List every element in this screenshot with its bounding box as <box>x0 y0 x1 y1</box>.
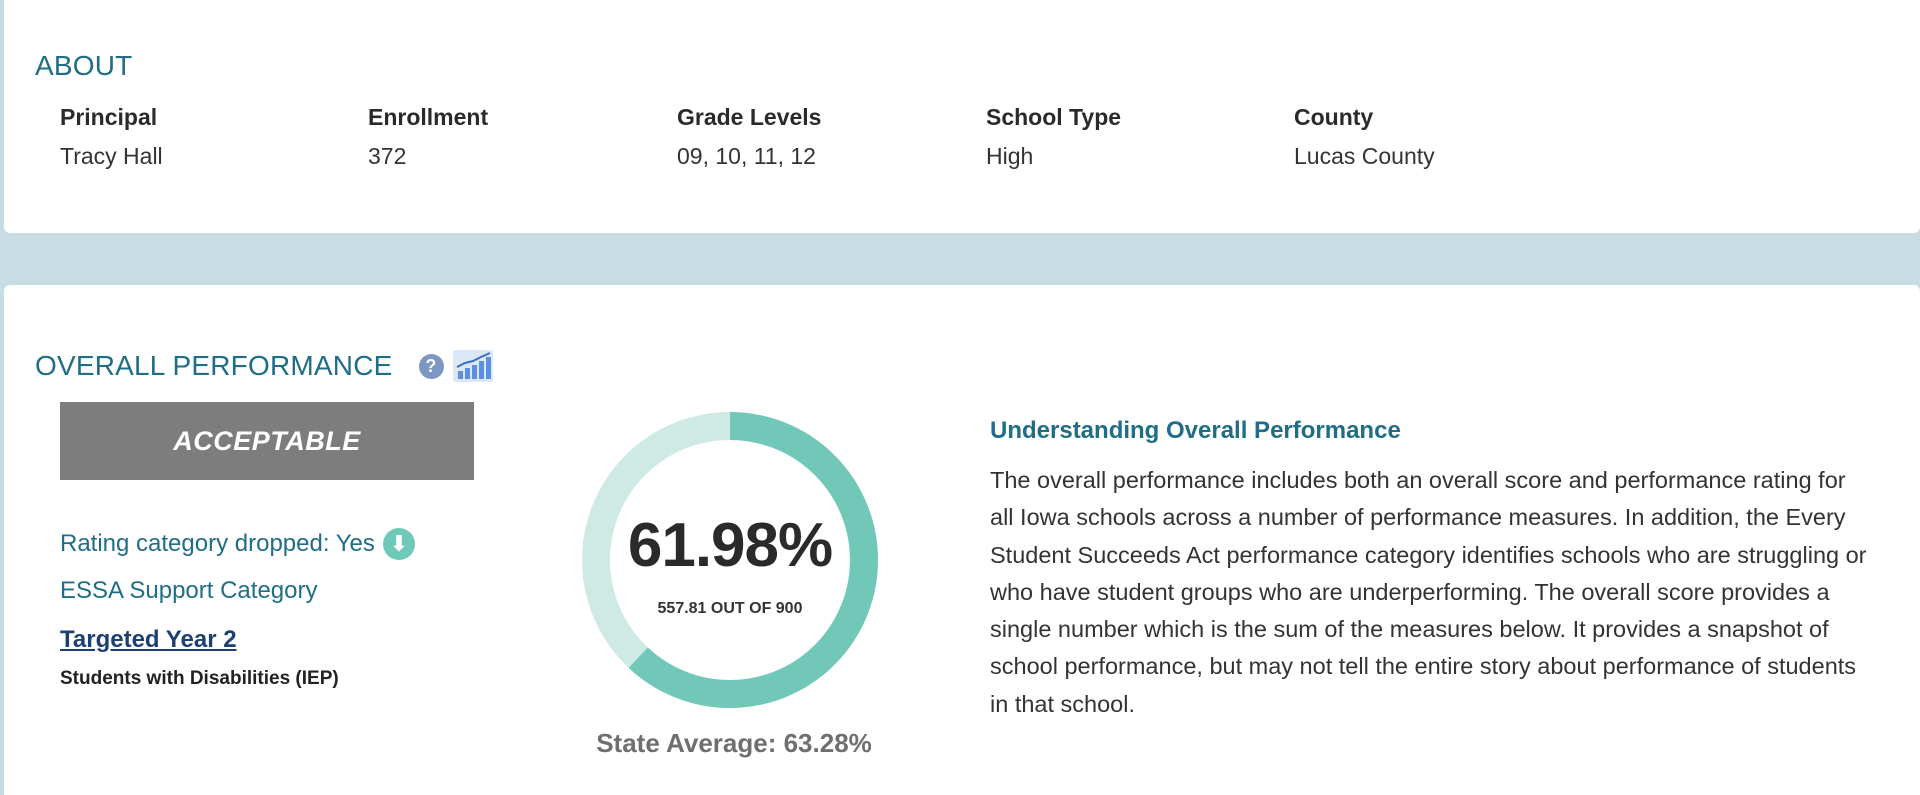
about-label: School Type <box>986 104 1122 130</box>
essa-category-link[interactable]: Targeted Year 2 <box>60 626 237 653</box>
about-county: County Lucas County <box>1294 104 1435 170</box>
rating-badge: ACCEPTABLE <box>60 402 474 480</box>
about-value: High <box>986 143 1034 169</box>
question-circle-icon[interactable]: ? <box>418 353 444 379</box>
overall-performance-title: OVERALL PERFORMANCE <box>35 350 393 381</box>
about-principal: Principal Tracy Hall <box>60 104 163 170</box>
bar-chart-icon[interactable] <box>452 349 494 383</box>
overall-performance-header: OVERALL PERFORMANCE ? <box>35 349 494 383</box>
understanding-title: Understanding Overall Performance <box>990 417 1401 444</box>
understanding-body: The overall performance includes both an… <box>990 467 1867 717</box>
score-donut: 61.98% 557.81 OUT OF 900 <box>580 410 880 710</box>
essa-support-label: ESSA Support Category <box>60 577 318 604</box>
about-value: 09, 10, 11, 12 <box>677 143 816 169</box>
about-enrollment: Enrollment 372 <box>368 104 488 170</box>
arrow-down-circle-icon: ⬇ <box>382 528 415 560</box>
rating-dropped: Rating category dropped: Yes ⬇ <box>60 528 415 560</box>
about-title: ABOUT <box>35 50 133 81</box>
state-average: State Average: 63.28% <box>596 728 872 758</box>
about-value: Lucas County <box>1294 143 1435 169</box>
about-label: Enrollment <box>368 104 489 130</box>
score-percent: 61.98% <box>627 511 833 580</box>
essa-student-group: Students with Disabilities (IEP) <box>60 668 339 689</box>
overall-performance-card: OVERALL PERFORMANCE ? ACCEPTABLE Rating … <box>4 285 1920 795</box>
about-grade-levels: Grade Levels 09, 10, 11, 12 <box>677 104 821 170</box>
about-value: 372 <box>368 143 407 169</box>
about-value: Tracy Hall <box>60 143 163 169</box>
about-school-type: School Type High <box>986 104 1121 170</box>
about-card: ABOUT Principal Tracy Hall Enrollment 37… <box>4 0 1920 233</box>
rating-dropped-label: Rating category dropped: Yes <box>60 530 375 557</box>
score-points: 557.81 OUT OF 900 <box>657 600 803 617</box>
donut-fill <box>582 412 878 708</box>
about-label: Principal <box>60 104 158 130</box>
about-label: Grade Levels <box>677 104 822 130</box>
about-label: County <box>1294 104 1374 130</box>
